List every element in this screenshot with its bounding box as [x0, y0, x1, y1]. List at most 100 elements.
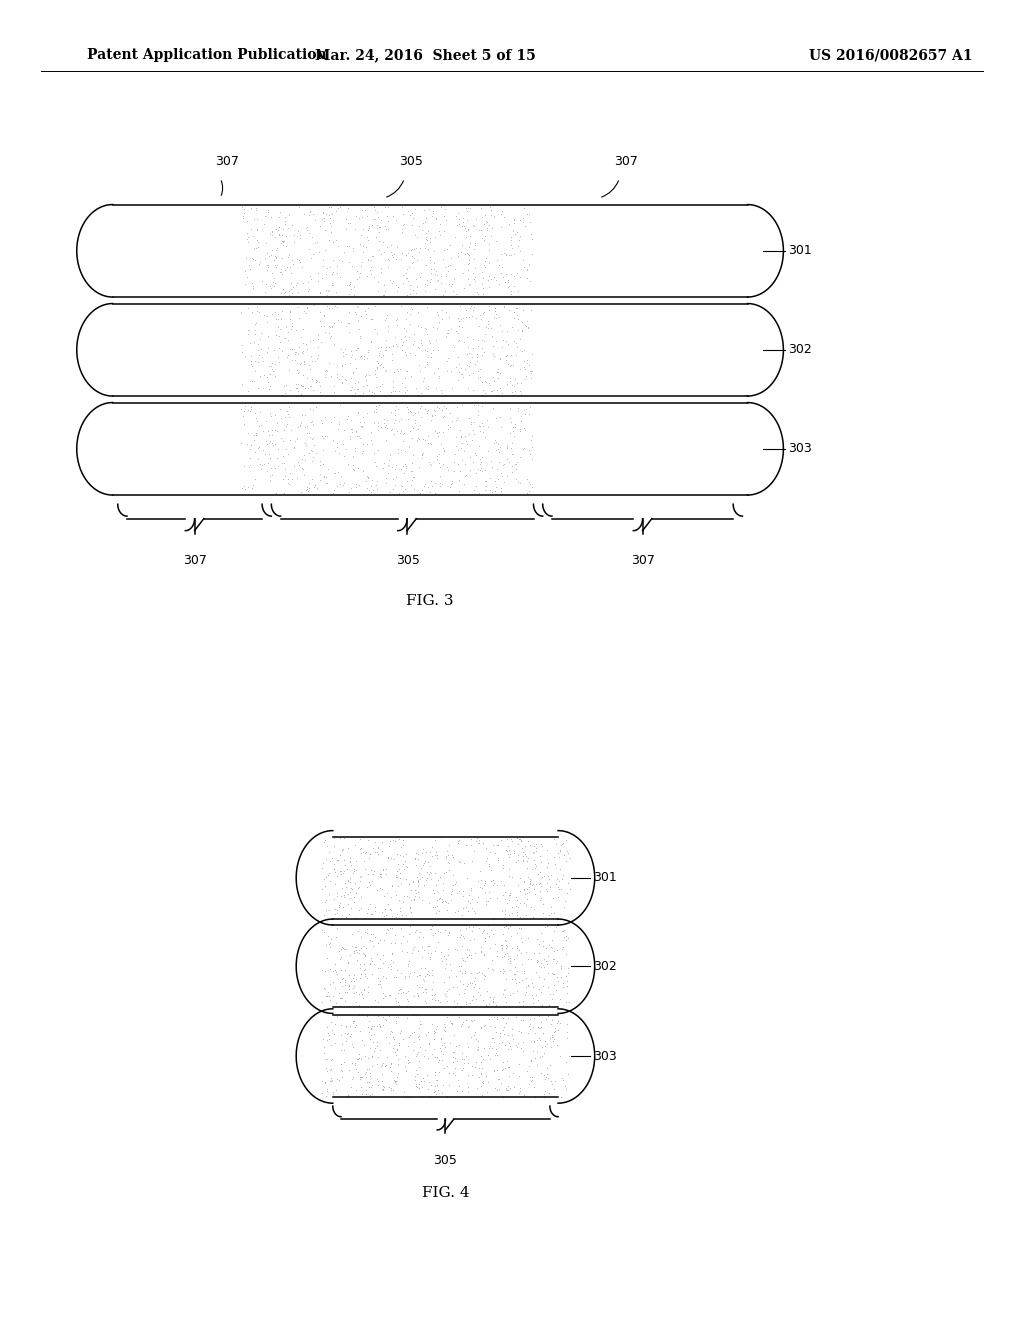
Point	[536, 957, 552, 978]
Point	[494, 480, 510, 502]
Point	[460, 1081, 476, 1102]
Point	[504, 1024, 520, 1045]
Point	[257, 205, 273, 226]
Point	[554, 939, 570, 960]
Point	[485, 206, 502, 227]
Point	[290, 362, 306, 383]
Point	[433, 383, 450, 404]
Point	[271, 351, 288, 372]
Point	[373, 867, 389, 888]
Point	[498, 346, 514, 367]
Point	[437, 862, 454, 883]
Point	[383, 944, 399, 965]
Point	[454, 449, 470, 470]
Point	[508, 886, 524, 907]
Point	[291, 197, 307, 218]
Point	[442, 953, 459, 974]
Point	[276, 466, 293, 487]
Point	[522, 949, 539, 970]
Point	[420, 220, 436, 242]
Point	[543, 865, 559, 886]
Point	[511, 1065, 527, 1086]
Point	[354, 219, 371, 240]
Point	[504, 375, 520, 396]
Point	[512, 473, 528, 494]
Point	[340, 197, 356, 218]
Point	[356, 301, 373, 322]
Point	[397, 263, 414, 284]
Text: FIG. 3: FIG. 3	[407, 594, 454, 607]
Point	[380, 210, 396, 231]
Point	[251, 345, 267, 366]
Point	[543, 903, 559, 924]
Point	[451, 983, 467, 1005]
Point	[340, 301, 356, 322]
Point	[553, 1068, 569, 1089]
Point	[487, 429, 504, 450]
Point	[460, 1052, 476, 1073]
Point	[353, 1084, 370, 1105]
Point	[465, 916, 481, 937]
Point	[411, 242, 427, 263]
Point	[332, 948, 348, 969]
Point	[355, 407, 372, 428]
Point	[474, 284, 490, 305]
Point	[520, 975, 537, 997]
Point	[313, 209, 330, 230]
Point	[319, 473, 336, 494]
Point	[486, 480, 503, 502]
Point	[501, 904, 517, 925]
Point	[471, 978, 487, 999]
Point	[341, 284, 357, 305]
Point	[494, 243, 510, 264]
Point	[479, 1044, 496, 1065]
Point	[412, 414, 428, 436]
Point	[552, 840, 568, 861]
Point	[530, 1018, 547, 1039]
Point	[498, 331, 514, 352]
Point	[287, 350, 303, 371]
Point	[460, 890, 476, 911]
Point	[266, 354, 283, 375]
Point	[365, 308, 381, 329]
Point	[369, 470, 385, 491]
Point	[509, 309, 525, 330]
Point	[334, 987, 350, 1008]
Point	[372, 970, 388, 991]
Point	[318, 284, 335, 305]
Point	[410, 882, 426, 903]
Point	[262, 224, 279, 246]
Point	[518, 858, 535, 879]
Point	[475, 920, 492, 941]
Point	[280, 322, 296, 343]
Point	[311, 454, 328, 475]
Point	[422, 333, 438, 354]
Point	[552, 958, 568, 979]
Point	[509, 337, 525, 358]
Point	[424, 405, 440, 426]
Point	[352, 1048, 369, 1069]
Point	[480, 1038, 497, 1059]
Point	[477, 931, 494, 952]
Wedge shape	[296, 830, 333, 925]
Point	[529, 989, 546, 1010]
Point	[514, 321, 530, 342]
Point	[428, 1047, 444, 1068]
Point	[316, 891, 333, 912]
Point	[455, 263, 471, 284]
Point	[248, 407, 264, 428]
Point	[488, 834, 505, 855]
Point	[359, 206, 376, 227]
Point	[278, 416, 294, 437]
Point	[427, 1076, 443, 1097]
Point	[538, 1067, 554, 1088]
Point	[497, 978, 513, 999]
Point	[436, 256, 453, 277]
Point	[317, 1057, 334, 1078]
Point	[482, 199, 499, 220]
Point	[465, 451, 481, 473]
Point	[261, 379, 278, 400]
Point	[454, 948, 470, 969]
Point	[474, 345, 490, 366]
Point	[260, 201, 276, 222]
